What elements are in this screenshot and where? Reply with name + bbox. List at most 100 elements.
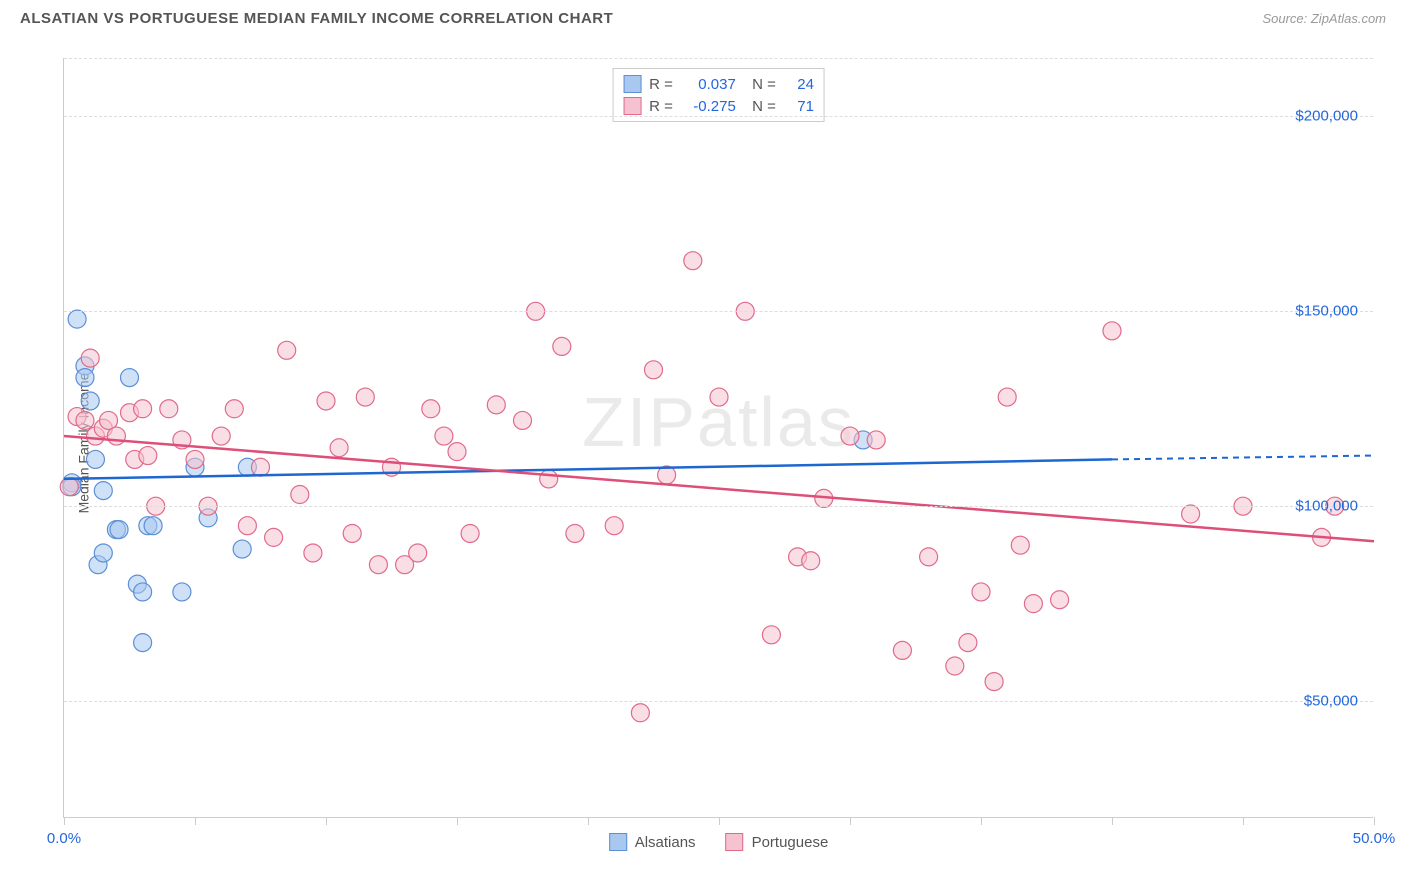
stat-row: R = 0.037 N = 24 [623, 73, 814, 95]
data-point [94, 544, 112, 562]
data-point [972, 583, 990, 601]
data-point [173, 583, 191, 601]
data-point [645, 361, 663, 379]
data-point [238, 517, 256, 535]
data-point [144, 517, 162, 535]
x-tick [1112, 817, 1113, 825]
data-point [134, 634, 152, 652]
data-point [225, 400, 243, 418]
data-point [461, 524, 479, 542]
data-point [409, 544, 427, 562]
gridline [64, 58, 1373, 59]
data-point [802, 552, 820, 570]
stat-r-label: R = [649, 98, 673, 115]
data-point [1011, 536, 1029, 554]
legend-item: Alsatians [609, 833, 696, 851]
y-tick-label: $100,000 [1295, 498, 1358, 515]
data-point [86, 450, 104, 468]
data-point [76, 369, 94, 387]
correlation-stat-box: R = 0.037 N = 24 R =-0.275 N =71 [612, 68, 825, 122]
data-point [330, 439, 348, 457]
scatter-svg [64, 58, 1373, 817]
data-point [487, 396, 505, 414]
data-point [920, 548, 938, 566]
data-point [514, 411, 532, 429]
data-point [134, 583, 152, 601]
legend-item: Portuguese [726, 833, 829, 851]
data-point [160, 400, 178, 418]
data-point [867, 431, 885, 449]
data-point [60, 478, 78, 496]
data-point [841, 427, 859, 445]
data-point [959, 634, 977, 652]
legend-label: Alsatians [635, 834, 696, 851]
trend-line [64, 436, 1374, 541]
data-point [369, 556, 387, 574]
x-tick [1374, 817, 1375, 825]
x-tick [195, 817, 196, 825]
data-point [762, 626, 780, 644]
data-point [139, 447, 157, 465]
x-tick [719, 817, 720, 825]
legend-swatch [726, 833, 744, 851]
trend-line [64, 459, 1112, 478]
data-point [1182, 505, 1200, 523]
header: ALSATIAN VS PORTUGUESE MEDIAN FAMILY INC… [0, 0, 1406, 35]
stat-n-value: 24 [784, 76, 814, 93]
data-point [68, 310, 86, 328]
data-point [422, 400, 440, 418]
data-point [1051, 591, 1069, 609]
data-point [553, 337, 571, 355]
chart-title: ALSATIAN VS PORTUGUESE MEDIAN FAMILY INC… [20, 10, 613, 27]
legend-swatch [609, 833, 627, 851]
x-tick [326, 817, 327, 825]
stat-r-label: R = [649, 76, 673, 93]
data-point [233, 540, 251, 558]
stat-row: R =-0.275 N =71 [623, 95, 814, 117]
bottom-legend: Alsatians Portuguese [609, 833, 829, 851]
gridline [64, 116, 1373, 117]
y-tick-label: $50,000 [1304, 693, 1358, 710]
x-tick [457, 817, 458, 825]
trend-line-dashed [1112, 456, 1374, 460]
data-point [985, 673, 1003, 691]
x-tick [64, 817, 65, 825]
data-point [631, 704, 649, 722]
data-point [265, 528, 283, 546]
data-point [946, 657, 964, 675]
data-point [605, 517, 623, 535]
data-point [110, 521, 128, 539]
data-point [710, 388, 728, 406]
stat-n-label: N = [744, 98, 776, 115]
data-point [566, 524, 584, 542]
data-point [356, 388, 374, 406]
data-point [998, 388, 1016, 406]
gridline [64, 701, 1373, 702]
data-point [304, 544, 322, 562]
legend-label: Portuguese [752, 834, 829, 851]
x-tick [1243, 817, 1244, 825]
chart-container: Median Family Income ZIPatlas R =0.037 N… [48, 48, 1388, 838]
data-point [186, 450, 204, 468]
x-tick [981, 817, 982, 825]
data-point [212, 427, 230, 445]
data-point [317, 392, 335, 410]
x-tick [850, 817, 851, 825]
data-point [81, 349, 99, 367]
data-point [134, 400, 152, 418]
series-swatch [623, 97, 641, 115]
data-point [121, 369, 139, 387]
gridline [64, 311, 1373, 312]
y-tick-label: $150,000 [1295, 303, 1358, 320]
x-tick-label: 50.0% [1353, 830, 1396, 847]
data-point [1103, 322, 1121, 340]
stat-r-value: 0.037 [681, 76, 736, 93]
source-label: Source: ZipAtlas.com [1262, 11, 1386, 26]
stat-n-label: N = [744, 76, 776, 93]
data-point [448, 443, 466, 461]
series-swatch [623, 75, 641, 93]
data-point [893, 641, 911, 659]
data-point [343, 524, 361, 542]
data-point [81, 392, 99, 410]
data-point [540, 470, 558, 488]
